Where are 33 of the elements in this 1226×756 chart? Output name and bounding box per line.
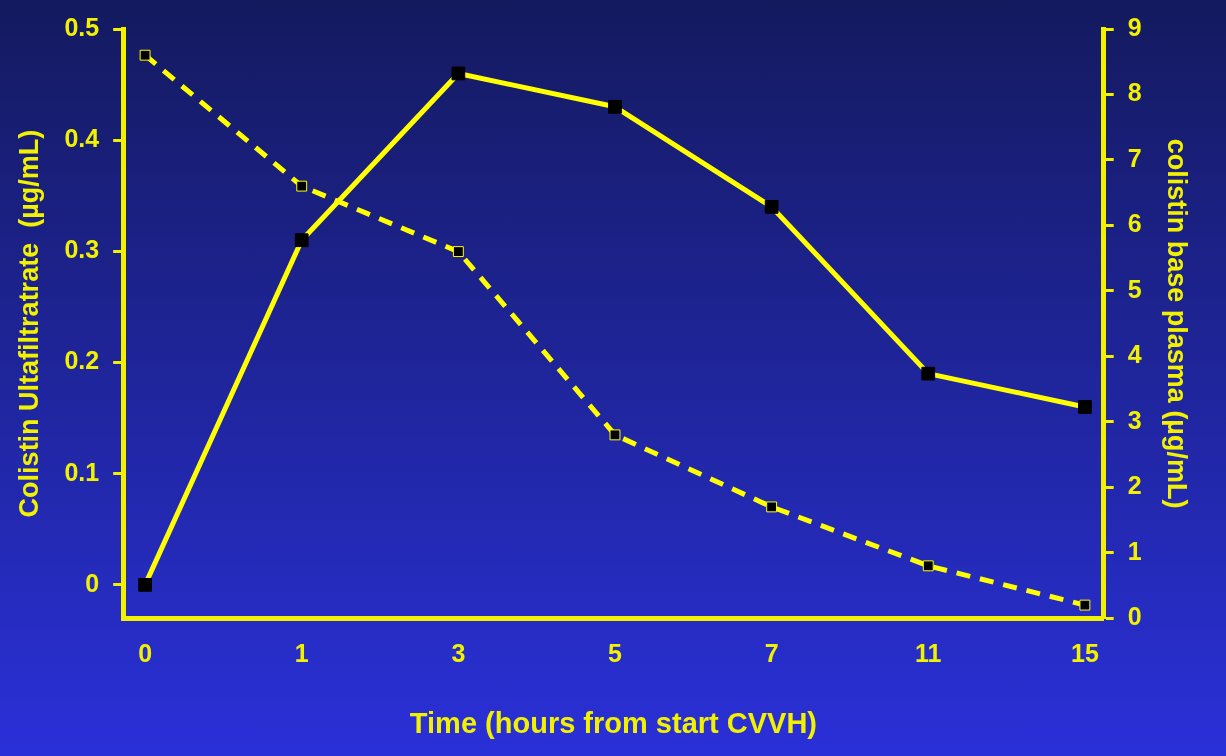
point [922, 560, 934, 572]
y2-tick-label: 9 [1127, 12, 1142, 41]
point [766, 501, 778, 513]
y2-tick-label: 4 [1127, 340, 1142, 369]
x-tick-label: 1 [294, 639, 309, 668]
y-tick-label: 0.1 [64, 457, 100, 486]
y-axis-title: Colistin Ultafiltratrate (µg/mL) [13, 129, 44, 518]
y-tick-label: 0.3 [64, 235, 100, 264]
y2-tick-label: 2 [1127, 471, 1142, 500]
y2-tick-label: 0 [1127, 602, 1142, 631]
y2-tick-label: 1 [1127, 536, 1142, 565]
y2-tick-label: 6 [1127, 209, 1142, 238]
x-tick-label: 3 [451, 639, 466, 668]
x-tick-label: 7 [764, 639, 779, 668]
x-tick-label: 0 [138, 639, 153, 668]
point [296, 180, 308, 192]
point [452, 246, 464, 258]
y2-tick-label: 3 [1127, 405, 1142, 434]
point [609, 429, 621, 441]
point [1079, 599, 1091, 611]
y2-tick-label: 8 [1127, 78, 1142, 107]
y-tick-label: 0.4 [64, 124, 100, 153]
point [139, 49, 151, 61]
x-tick-label: 15 [1070, 639, 1099, 668]
x-axis-title: Time (hours from start CVVH) [409, 706, 817, 739]
x-tick-label: 11 [915, 639, 942, 668]
y-tick-label: 0 [85, 568, 100, 597]
y2-tick-label: 5 [1127, 274, 1142, 303]
y2-axis-title: colistin base plasma (µg/mL) [1162, 138, 1193, 509]
x-tick-label: 5 [608, 639, 623, 668]
y-tick-label: 0.2 [64, 346, 100, 375]
y2-tick-label: 7 [1127, 143, 1142, 172]
y-tick-label: 0.5 [64, 12, 100, 41]
